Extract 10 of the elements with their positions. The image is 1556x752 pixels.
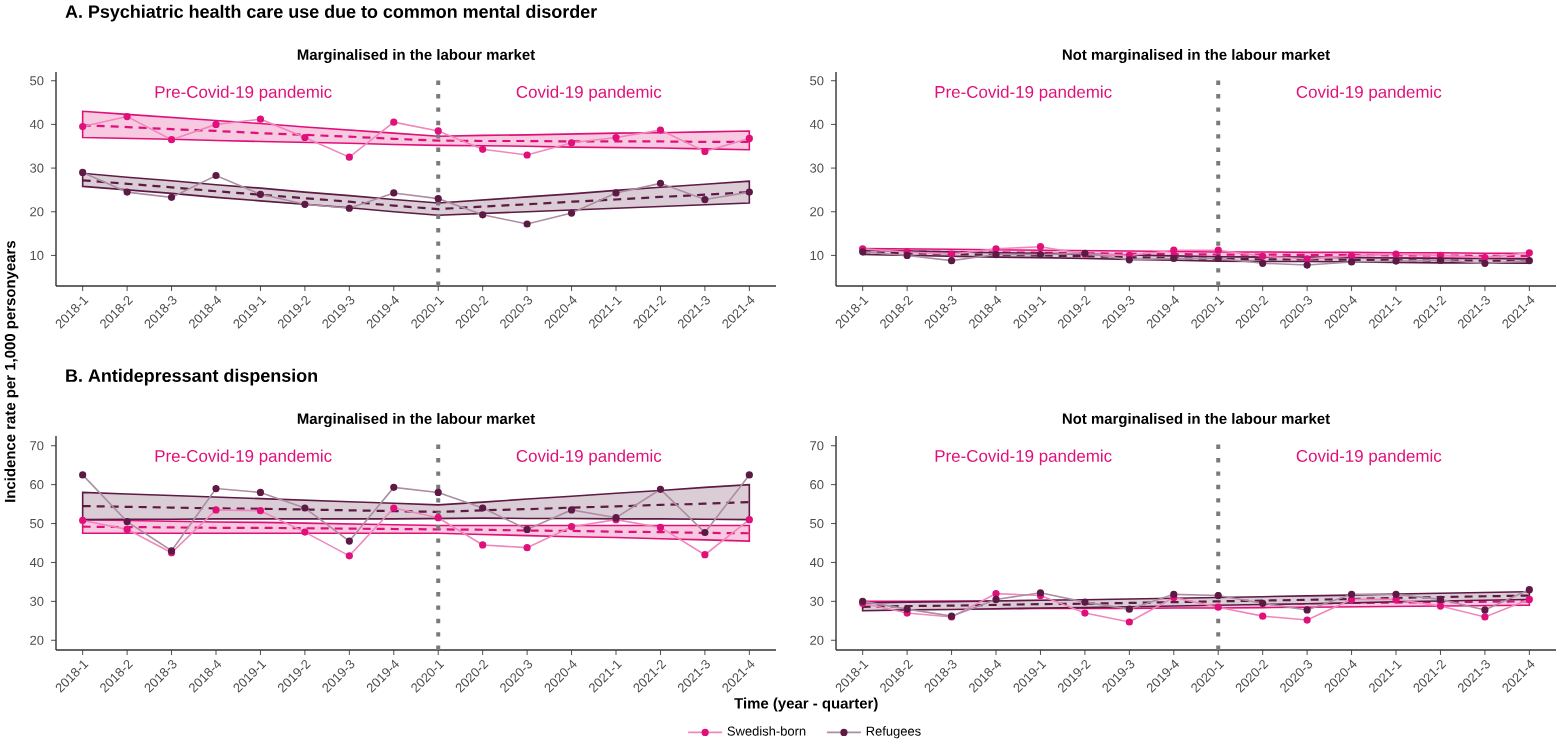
- chart-title: B. Antidepressant dispension: [66, 368, 318, 386]
- annotation: Pre-Covid-19 pandemic: [155, 449, 332, 466]
- annotation: Covid-19 pandemic: [516, 449, 662, 466]
- annotation: Covid-19 pandemic: [1296, 449, 1442, 466]
- annotation: Covid-19 pandemic: [1296, 85, 1442, 102]
- annotation: Pre-Covid-19 pandemic: [935, 85, 1112, 102]
- annotation: Covid-19 pandemic: [516, 85, 662, 102]
- annotation: Pre-Covid-19 pandemic: [155, 85, 332, 102]
- chart-title: A. Psychiatric health care use due to common mental disorder: [65, 4, 597, 22]
- annotation: Pre-Covid-19 pandemic: [935, 449, 1112, 466]
